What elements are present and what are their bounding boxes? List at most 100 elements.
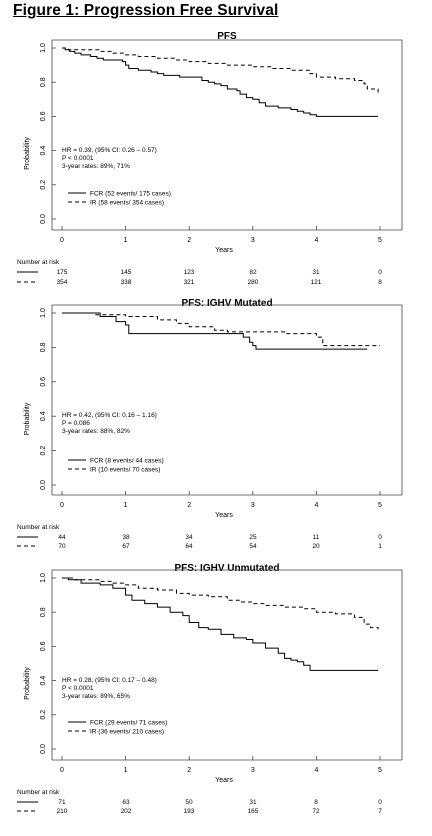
risk-count: 34 [185, 534, 193, 541]
y-tick-label: 0.8 [40, 77, 47, 87]
x-tick-label: 1 [124, 767, 128, 774]
y-tick-label: 0.0 [40, 214, 47, 224]
x-tick-label: 4 [314, 502, 318, 509]
x-tick-label: 3 [251, 502, 255, 509]
km-panel-2: PFS: IGHV Mutated 0.0 0.2 0.4 0.6 0.8 1.0 Proba… [17, 298, 403, 550]
risk-count: 72 [312, 808, 320, 815]
panel-title: PFS [217, 31, 237, 42]
legend-label: FCR (8 events/ 44 cases) [90, 458, 164, 465]
panel-title: PFS: IGHV Unmutated [174, 563, 279, 574]
risk-count: 7 [378, 808, 382, 815]
x-tick-label: 2 [187, 502, 191, 509]
risk-count: 1 [378, 543, 382, 550]
risk-count: 63 [122, 799, 130, 806]
y-tick-label: 0.4 [40, 146, 47, 156]
risk-count: 338 [121, 279, 132, 286]
y-axis-label: Probability [24, 137, 31, 170]
risk-count: 44 [58, 534, 66, 541]
risk-count: 8 [314, 799, 318, 806]
x-axis-label: Years [215, 512, 233, 519]
y-axis-label: Probability [24, 402, 31, 435]
y-tick-label: 1.0 [40, 308, 47, 318]
risk-count: 354 [57, 279, 68, 286]
y-tick-label: 0.0 [40, 480, 47, 490]
y-tick-label: 0.4 [40, 676, 47, 686]
annotation-line: HR = 0.42, (95% CI: 0.16 – 1.16) [62, 412, 157, 419]
risk-count: 121 [311, 279, 322, 286]
plot-frame [51, 39, 403, 230]
series-line-ir [62, 47, 379, 93]
risk-count: 202 [121, 808, 132, 815]
km-panel-1: PFS 0.0 0.2 0.4 0.6 0.8 1.0 Probability 0 1 2 3 4 5 Ye… [17, 31, 403, 286]
x-tick-label: 5 [378, 237, 382, 244]
y-tick-label: 0.6 [40, 641, 47, 651]
risk-count: 145 [121, 269, 132, 276]
risk-count: 123 [184, 269, 195, 276]
risk-table-title: Number at risk [17, 524, 60, 531]
risk-table-title: Number at risk [17, 259, 60, 266]
y-tick-label: 1.0 [40, 573, 47, 583]
risk-count: 71 [58, 799, 66, 806]
annotation-line: 3-year rates: 89%, 65% [62, 693, 130, 700]
x-tick-label: 0 [60, 502, 64, 509]
risk-count: 82 [249, 269, 257, 276]
annotation-line: 3-year rates: 88%, 82% [62, 428, 130, 435]
series-line-ir [62, 577, 379, 630]
risk-count: 0 [378, 269, 382, 276]
y-tick-label: 0.2 [40, 446, 47, 456]
risk-count: 0 [378, 799, 382, 806]
y-tick-label: 0.6 [40, 377, 47, 387]
legend-label: FCR (52 events/ 175 cases) [90, 191, 171, 198]
risk-count: 50 [185, 799, 193, 806]
x-axis-label: Years [215, 777, 233, 784]
x-tick-label: 1 [124, 502, 128, 509]
risk-count: 280 [248, 279, 259, 286]
x-tick-label: 2 [187, 237, 191, 244]
x-tick-label: 4 [314, 237, 318, 244]
y-tick-label: 1.0 [40, 43, 47, 53]
annotation-line: HR = 0.28, (95% CI: 0.17 – 0.48) [62, 677, 157, 684]
x-tick-label: 5 [378, 502, 382, 509]
x-tick-label: 3 [251, 237, 255, 244]
risk-count: 67 [122, 543, 130, 550]
risk-count: 31 [249, 799, 257, 806]
risk-count: 0 [378, 534, 382, 541]
legend-label: IR (58 events/ 354 cases) [90, 200, 164, 207]
annotation-line: P < 0.0001 [62, 685, 94, 692]
plot-frame [51, 569, 403, 760]
legend-label: FCR (29 events/ 71 cases) [90, 720, 167, 727]
risk-table-title: Number at risk [17, 789, 60, 796]
y-tick-label: 0.2 [40, 180, 47, 190]
series-line-ir [62, 312, 380, 347]
risk-count: 70 [58, 543, 66, 550]
series-line-fcr [62, 47, 379, 117]
series-line-fcr [62, 312, 368, 350]
annotation-line: 3-year rates: 89%, 71% [62, 163, 130, 170]
annotation-line: P < 0.0001 [62, 155, 94, 162]
x-tick-label: 2 [187, 767, 191, 774]
annotation-line: HR = 0.39, (95% CI: 0.26 – 0.57) [62, 147, 157, 154]
risk-count: 64 [185, 543, 193, 550]
risk-count: 321 [184, 279, 195, 286]
series-line-fcr [62, 577, 379, 671]
y-tick-label: 0.6 [40, 111, 47, 121]
panel-title: PFS: IGHV Mutated [181, 298, 272, 309]
y-tick-label: 0.8 [40, 607, 47, 617]
km-panel-3: PFS: IGHV Unmutated 0.0 0.2 0.4 0.6 0.8 1.0 Pro… [17, 563, 403, 815]
risk-count: 20 [312, 543, 320, 550]
y-tick-label: 0.0 [40, 744, 47, 754]
risk-count: 165 [248, 808, 259, 815]
legend-label: IR (36 events/ 210 cases) [90, 729, 164, 736]
risk-count: 11 [313, 534, 320, 541]
risk-count: 175 [57, 269, 68, 276]
x-axis-label: Years [215, 247, 233, 254]
y-tick-label: 0.8 [40, 342, 47, 352]
figure-title: Figure 1: Progression Free Survival [13, 2, 279, 19]
plot-frame [51, 304, 403, 495]
x-tick-label: 3 [251, 767, 255, 774]
risk-count: 25 [249, 534, 257, 541]
risk-count: 54 [249, 543, 257, 550]
y-tick-label: 0.2 [40, 710, 47, 720]
x-tick-label: 0 [60, 767, 64, 774]
